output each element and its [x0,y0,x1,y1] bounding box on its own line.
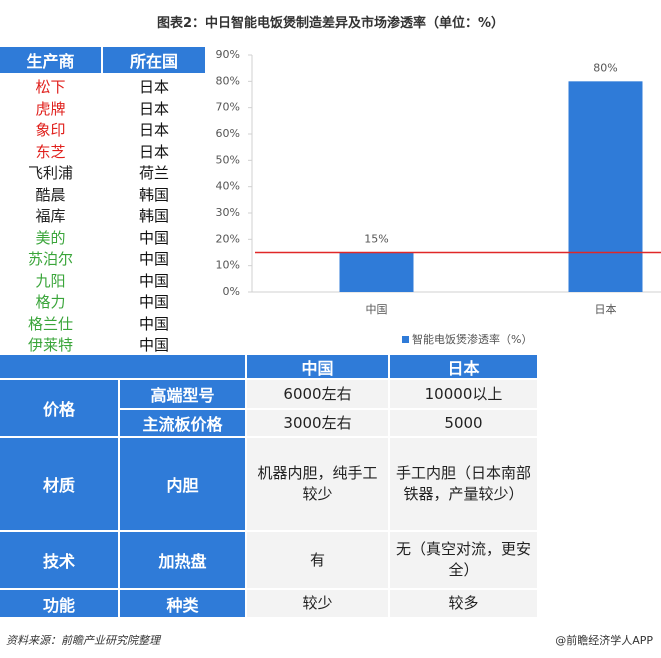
brand: @前瞻经济学人APP [555,634,653,647]
value-cell: 有 [247,532,388,588]
item-label: 内胆 [120,438,245,530]
country-cell: 日本 [138,78,169,97]
legend-label: 智能电饭煲渗透率（%） [412,332,532,346]
x-tick-label: 中国 [366,303,388,316]
item-label: 加热盘 [120,532,245,588]
value-cell: 10000以上 [390,380,537,408]
brand-cell: 格力 [35,293,66,312]
value-cell: 手工内胆（日本南部铁器，产量较少） [390,438,537,530]
brand-cell: 酷晨 [35,185,66,204]
y-tick-label: 0% [223,285,240,298]
chart: 0% 10% 20% 30% 40% 50% 60% 70% 80% 90% 15% 80% 中国 日本智… [216,48,661,346]
item-label: 主流板价格 [120,410,245,436]
y-tick-label: 20% [216,232,240,245]
country-cell: 韩国 [138,185,169,204]
group-label: 技术 [0,532,118,588]
country-cell: 中国 [138,314,169,333]
value-label: 15% [364,233,388,246]
brand-cell: 飞利浦 [27,164,73,183]
country-cell: 中国 [138,250,169,269]
brand-cell: 伊莱特 [27,336,73,355]
source: 资料来源：前瞻产业研究院整理 [6,634,160,647]
header-cell: 中国 [247,355,388,378]
value-label: 80% [593,61,617,74]
country-cell: 日本 [138,99,169,118]
value-cell: 机器内胆，纯手工较少 [247,438,388,530]
y-tick-label: 10% [216,259,240,272]
brand-cell: 苏泊尔 [27,250,73,269]
header-cell: 生产商 [0,47,101,73]
country-cell: 中国 [138,293,169,312]
y-tick-label: 80% [216,74,240,87]
group-label: 材质 [0,438,118,530]
country-cell: 中国 [138,228,169,247]
brand-cell: 九阳 [35,271,66,290]
brand-cell: 福库 [35,207,66,226]
legend-swatch [402,336,409,343]
group-label: 价格 [0,380,118,436]
y-tick-label: 60% [216,127,240,140]
bar [339,252,414,292]
brand-cell: 虎牌 [35,99,66,118]
country-cell: 中国 [138,271,169,290]
group-label: 功能 [0,590,118,617]
y-tick-label: 50% [216,153,240,166]
brand-cell: 格兰仕 [27,314,73,333]
value-cell: 无（真空对流，更安全） [390,532,537,588]
y-tick-label: 40% [216,180,240,193]
value-cell: 3000左右 [247,410,388,436]
y-tick-label: 30% [216,206,240,219]
title: 图表2：中日智能电饭煲制造差异及市场渗透率（单位：%） [156,16,505,31]
item-label: 高端型号 [120,380,245,408]
y-tick-label: 70% [216,101,240,114]
brand-cell: 松下 [35,78,66,97]
value-cell: 6000左右 [247,380,388,408]
header-cell: 所在国 [103,47,205,73]
value-cell: 5000 [390,410,537,436]
value-cell: 较少 [247,590,388,617]
brand-cell: 象印 [35,121,66,140]
country-cell: 韩国 [138,207,169,226]
x-tick-label: 日本 [595,302,617,316]
value-cell: 较多 [390,590,537,617]
country-cell: 中国 [138,336,169,355]
header-blank [0,355,245,378]
header-cell: 日本 [390,355,537,378]
brand-cell: 东芝 [35,142,66,161]
item-label: 种类 [120,590,245,617]
brand-cell: 美的 [35,228,66,247]
country-cell: 日本 [138,121,169,140]
bar [568,81,643,292]
country-cell: 荷兰 [138,164,169,183]
y-tick-label: 90% [216,48,240,61]
country-cell: 日本 [138,142,169,161]
